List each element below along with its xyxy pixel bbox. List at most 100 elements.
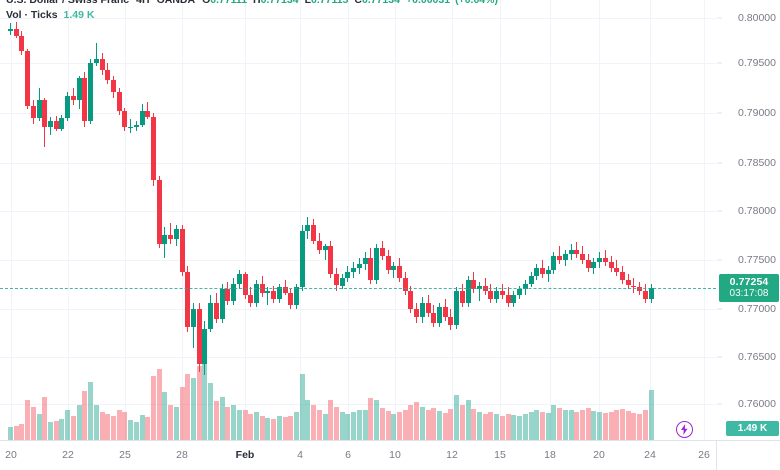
candlestick — [139, 0, 145, 440]
candle-body — [402, 277, 408, 292]
candle-wick — [547, 265, 549, 282]
candle-body — [374, 248, 380, 280]
gridline-horizontal — [0, 260, 716, 261]
candlestick — [345, 0, 351, 440]
candlestick — [265, 0, 271, 440]
price-tick-dash — [717, 308, 722, 310]
price-line-layer — [0, 288, 716, 289]
candle-body — [156, 179, 162, 245]
volume-bar — [316, 410, 322, 440]
volume-bar — [551, 405, 557, 440]
candle-body — [173, 228, 179, 239]
candle-body — [99, 58, 105, 71]
candle-body — [562, 254, 568, 261]
volume-bar — [88, 381, 94, 440]
candlestick — [116, 0, 122, 440]
volume-bar — [465, 400, 471, 440]
candle-body — [139, 111, 145, 126]
gridline-horizontal — [0, 309, 716, 310]
volume-bar — [25, 400, 31, 440]
candle-body — [448, 316, 454, 325]
volume-bar — [534, 410, 540, 440]
chart-plot-area[interactable] — [0, 0, 716, 440]
candle-body — [70, 95, 76, 100]
candle-body — [231, 283, 237, 302]
candle-body — [648, 288, 654, 300]
candle-body — [568, 250, 574, 255]
candle-body — [431, 312, 437, 323]
candle-body — [459, 291, 465, 304]
volume-bar — [334, 406, 340, 440]
volume-bar — [145, 416, 151, 440]
candle-body — [25, 50, 31, 106]
candlestick — [208, 0, 214, 440]
gridline-vertical — [245, 0, 246, 440]
candle-wick — [130, 119, 132, 133]
volume-bar — [625, 410, 631, 440]
candle-wick — [267, 287, 269, 306]
candle-body — [631, 285, 637, 288]
candlestick — [168, 0, 174, 440]
volume-bar — [356, 410, 362, 440]
gridline-vertical — [650, 0, 651, 440]
candle-body — [608, 262, 614, 268]
candle-body — [196, 308, 202, 364]
candle-body — [265, 291, 271, 294]
candlestick — [156, 0, 162, 440]
gridline-vertical — [11, 0, 12, 440]
candle-body — [602, 258, 608, 263]
candle-body — [322, 246, 328, 251]
candlestick — [76, 0, 82, 440]
candlestick — [128, 0, 134, 440]
replay-lightning-icon[interactable] — [676, 421, 693, 438]
candlestick — [253, 0, 259, 440]
price-tick-dash — [717, 259, 722, 261]
volume-bar — [116, 409, 122, 440]
candlestick — [19, 0, 25, 440]
candle-body — [316, 240, 322, 251]
candlestick — [580, 0, 585, 440]
candlestick — [351, 0, 357, 440]
candlestick — [562, 0, 568, 440]
time-axis[interactable]: 20 22 25 28 Feb 4 6 10 12 15 18 20 24 26 — [0, 440, 780, 470]
volume-bar — [248, 414, 254, 440]
volume-bar — [191, 378, 197, 440]
candle-body — [76, 78, 82, 100]
volume-bar — [362, 409, 368, 440]
volume-bar — [213, 400, 219, 440]
price-axis[interactable]: 0.80000 0.79500 0.79000 0.78500 0.78000 0.775… — [716, 0, 780, 440]
candle-body — [391, 265, 397, 270]
volume-badge[interactable]: 1.49 K — [726, 421, 779, 436]
volume-bar — [173, 406, 179, 440]
current-price-badge[interactable]: 0.77254 03:17:08 — [719, 274, 779, 302]
candlestick — [511, 0, 517, 440]
volume-bar — [539, 411, 545, 440]
candlestick — [374, 0, 380, 440]
candlestick — [151, 0, 156, 440]
volume-bar — [139, 414, 145, 440]
candle-body — [299, 230, 305, 288]
candle-body — [385, 256, 391, 270]
candlestick — [402, 0, 408, 440]
candlestick — [173, 0, 179, 440]
volume-bar — [345, 414, 351, 440]
volume-bar — [311, 404, 317, 440]
candle-body — [48, 121, 54, 128]
price-tick-dash — [717, 403, 722, 405]
time-tick-label: 10 — [389, 449, 401, 461]
price-tick-dash — [717, 210, 722, 212]
gridline-horizontal — [0, 113, 716, 114]
volume-bar — [30, 406, 36, 440]
candlestick — [322, 0, 328, 440]
gridline-horizontal — [0, 163, 716, 164]
price-tick-label: 0.77000 — [738, 303, 776, 315]
candlestick — [25, 0, 31, 440]
volume-bar — [36, 414, 42, 440]
candlestick — [236, 0, 242, 440]
candlestick — [225, 0, 231, 440]
candlestick — [316, 0, 322, 440]
candlestick — [299, 0, 305, 440]
volume-bar — [442, 412, 448, 440]
gridline-horizontal — [0, 357, 716, 358]
volume-bar — [305, 400, 311, 440]
